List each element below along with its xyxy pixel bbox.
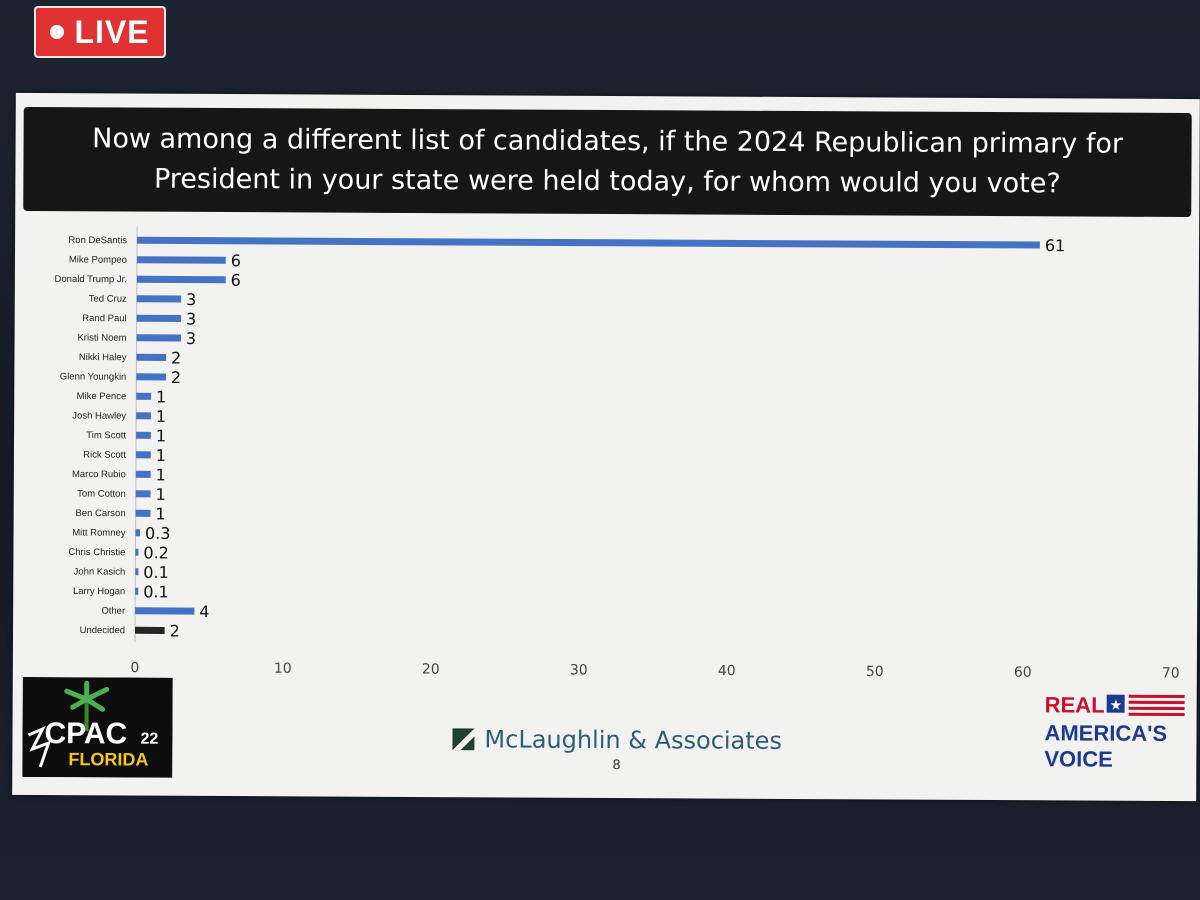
x-tick-label: 50 — [866, 664, 884, 680]
category-label: Chris Christie — [68, 547, 125, 558]
category-label: Mike Pence — [77, 391, 127, 402]
bar — [135, 607, 195, 615]
x-tick-label: 60 — [1014, 665, 1032, 681]
x-tick-label: 10 — [274, 661, 292, 677]
x-tick-label: 40 — [718, 663, 736, 679]
live-dot-icon — [50, 25, 65, 39]
category-label: Tim Scott — [86, 430, 126, 441]
pollster-name: McLaughlin & Associates — [484, 725, 783, 755]
cpac-year: 22 — [140, 731, 158, 748]
bar — [136, 275, 226, 284]
rav-line1: REAL — [1045, 692, 1105, 717]
category-label: Donald Trump Jr. — [54, 274, 126, 285]
star-burst-icon — [27, 726, 51, 768]
bar — [137, 236, 1040, 249]
live-label: LIVE — [74, 13, 150, 50]
value-label: 6 — [231, 271, 241, 290]
cpac-florida-text: FLORIDA — [68, 749, 148, 769]
bar — [136, 412, 151, 420]
value-label: 6 — [231, 251, 241, 270]
bar — [135, 490, 151, 498]
bar — [136, 334, 181, 342]
bar — [136, 353, 167, 361]
x-tick-label: 20 — [422, 662, 440, 678]
category-label: Ted Cruz — [89, 294, 127, 305]
value-label: 4 — [199, 602, 209, 621]
value-label: 1 — [155, 485, 165, 504]
svg-text:★: ★ — [1110, 698, 1123, 714]
bar — [135, 587, 139, 595]
category-label: Other — [101, 606, 125, 617]
category-label: Mitt Romney — [72, 527, 126, 538]
live-badge: LIVE — [34, 6, 166, 58]
category-label: Rand Paul — [82, 313, 126, 324]
category-label: Kristi Noem — [77, 332, 126, 343]
x-tick-label: 70 — [1162, 665, 1180, 681]
value-label: 3 — [186, 329, 196, 348]
cpac-florida-logo: CPAC 22 FLORIDA — [22, 676, 173, 778]
category-label: John Kasich — [74, 566, 126, 577]
value-label: 0.2 — [143, 543, 169, 562]
category-label: Nikki Haley — [79, 352, 127, 363]
value-label: 0.1 — [143, 582, 169, 601]
category-label: Mike Pompeo — [69, 254, 127, 265]
value-label: 1 — [156, 426, 166, 445]
category-label: Ron DeSantis — [68, 235, 127, 246]
value-label: 1 — [156, 446, 166, 465]
pollster-logo: McLaughlin & Associates — [452, 725, 782, 755]
category-label: Undecided — [80, 625, 125, 636]
bar — [136, 373, 166, 381]
category-label: Ben Carson — [75, 508, 125, 519]
x-tick-label: 0 — [130, 660, 139, 676]
value-label: 2 — [171, 368, 181, 387]
category-label: Josh Hawley — [72, 410, 126, 421]
value-label: 0.1 — [143, 563, 169, 582]
value-label: 0.3 — [145, 524, 171, 543]
bar — [135, 509, 151, 517]
page-number: 8 — [612, 758, 621, 774]
bar — [136, 295, 182, 303]
cpac-text: CPAC — [44, 717, 127, 750]
bar — [136, 392, 152, 400]
category-label: Marco Rubio — [72, 469, 126, 480]
x-tick-label: 30 — [570, 662, 588, 678]
bar — [136, 314, 182, 323]
bar — [135, 470, 151, 478]
palm-trunk-icon — [84, 699, 89, 732]
pollster-mark-icon — [452, 728, 475, 751]
bar — [135, 451, 151, 459]
rav-line3: VOICE — [1044, 746, 1113, 771]
bar — [136, 256, 226, 264]
palm-leaves-icon — [64, 680, 110, 712]
flag-star-icon — [1106, 694, 1125, 713]
value-label: 1 — [156, 387, 166, 406]
bar — [135, 529, 141, 537]
category-label: Glenn Youngkin — [60, 371, 127, 382]
value-label: 1 — [155, 504, 165, 523]
bar — [135, 568, 139, 576]
category-label: Tom Cotton — [77, 488, 126, 499]
value-label: 61 — [1045, 236, 1065, 255]
value-label: 3 — [186, 310, 196, 329]
bar — [135, 626, 165, 634]
bar — [135, 548, 139, 556]
category-label: Rick Scott — [83, 450, 126, 461]
real-americas-voice-logo: REAL ★ AMERICA'S VOICE — [1044, 692, 1185, 772]
presentation-slide: Now among a different list of candidates… — [12, 92, 1200, 802]
flag-stripes-icon — [1128, 694, 1185, 717]
category-label: Larry Hogan — [73, 586, 125, 597]
bar — [136, 431, 151, 439]
value-label: 1 — [156, 465, 166, 484]
value-label: 3 — [186, 290, 196, 309]
value-label: 2 — [171, 348, 181, 367]
rav-line2: AMERICA'S — [1044, 720, 1167, 746]
value-label: 2 — [170, 621, 180, 640]
value-label: 1 — [156, 407, 166, 426]
